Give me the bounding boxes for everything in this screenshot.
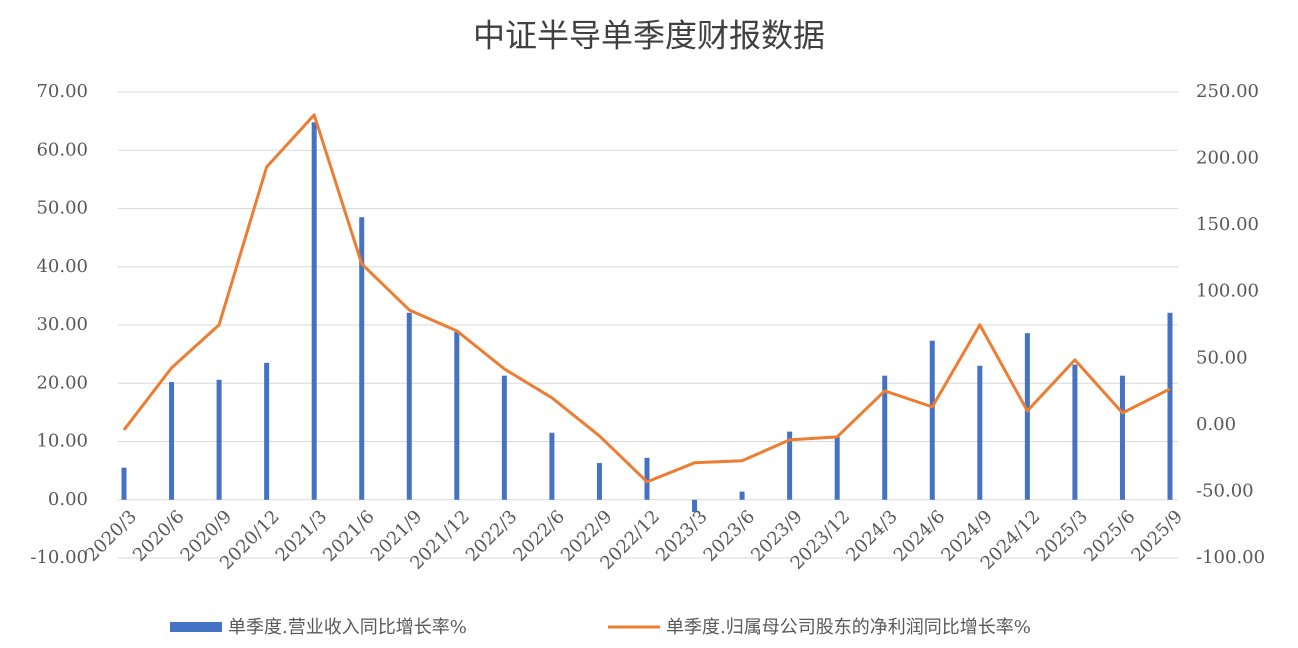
bar — [644, 457, 650, 500]
legend-label: 单季度.营业收入同比增长率% — [228, 617, 467, 638]
x-tick-label: 2022/3 — [462, 506, 522, 566]
chart-title: 中证半导单季度财报数据 — [473, 17, 825, 55]
y-tick-label: 70.00 — [36, 81, 88, 102]
x-tick-label: 2024/6 — [890, 506, 950, 566]
bar — [977, 365, 983, 500]
y2-tick-label: -50.00 — [1196, 480, 1254, 501]
x-tick-label: 2020/3 — [81, 506, 141, 566]
bar — [1072, 364, 1078, 500]
bar — [311, 122, 317, 500]
x-tick-label: 2021/6 — [319, 506, 379, 566]
x-tick-label: 2025/9 — [1127, 506, 1187, 566]
y2-tick-label: 250.00 — [1196, 81, 1259, 102]
bar — [739, 491, 745, 500]
bar — [359, 217, 365, 500]
bar — [929, 340, 935, 500]
y-tick-label: 60.00 — [36, 139, 88, 160]
y2-tick-label: 0.00 — [1196, 414, 1236, 435]
y-tick-label: 40.00 — [36, 256, 88, 277]
y-tick-label: 50.00 — [36, 198, 88, 219]
x-tick-label: 2020/6 — [129, 506, 189, 566]
bar — [596, 463, 602, 500]
y-tick-label: 0.00 — [48, 489, 88, 510]
x-tick-label: 2023/6 — [700, 506, 760, 566]
bar — [264, 362, 270, 500]
x-tick-label: 2025/3 — [1032, 506, 1092, 566]
y-tick-label: 20.00 — [36, 372, 88, 393]
bar — [121, 467, 127, 500]
bar — [549, 432, 555, 500]
x-tick-label: 2021/3 — [272, 506, 332, 566]
bar — [1024, 333, 1030, 500]
x-tick-label: 2025/6 — [1080, 506, 1140, 566]
bar — [501, 375, 507, 500]
y2-tick-label: 50.00 — [1196, 347, 1248, 368]
bar — [692, 499, 698, 512]
y-tick-label: 30.00 — [36, 314, 88, 335]
x-tick-label: 2023/3 — [652, 506, 712, 566]
y2-tick-label: 200.00 — [1196, 148, 1259, 169]
y2-tick-label: 100.00 — [1196, 281, 1259, 302]
bar — [834, 436, 840, 500]
bar — [454, 331, 460, 500]
bar — [216, 379, 222, 500]
x-tick-label: 2022/6 — [509, 506, 569, 566]
bar — [882, 375, 888, 500]
bar — [169, 382, 175, 500]
legend-swatch — [170, 622, 222, 632]
bar — [1167, 312, 1173, 500]
y2-tick-label: -100.00 — [1196, 547, 1265, 568]
y-tick-label: -10.00 — [30, 547, 88, 568]
legend-label: 单季度.归属母公司股东的净利润同比增长率% — [666, 617, 1031, 638]
line — [122, 113, 1171, 484]
y-tick-label: 10.00 — [36, 431, 88, 452]
bar — [406, 312, 412, 500]
bar — [787, 431, 793, 500]
y2-tick-label: 150.00 — [1196, 214, 1259, 235]
x-tick-label: 2024/3 — [842, 506, 902, 566]
bar — [1119, 375, 1125, 500]
